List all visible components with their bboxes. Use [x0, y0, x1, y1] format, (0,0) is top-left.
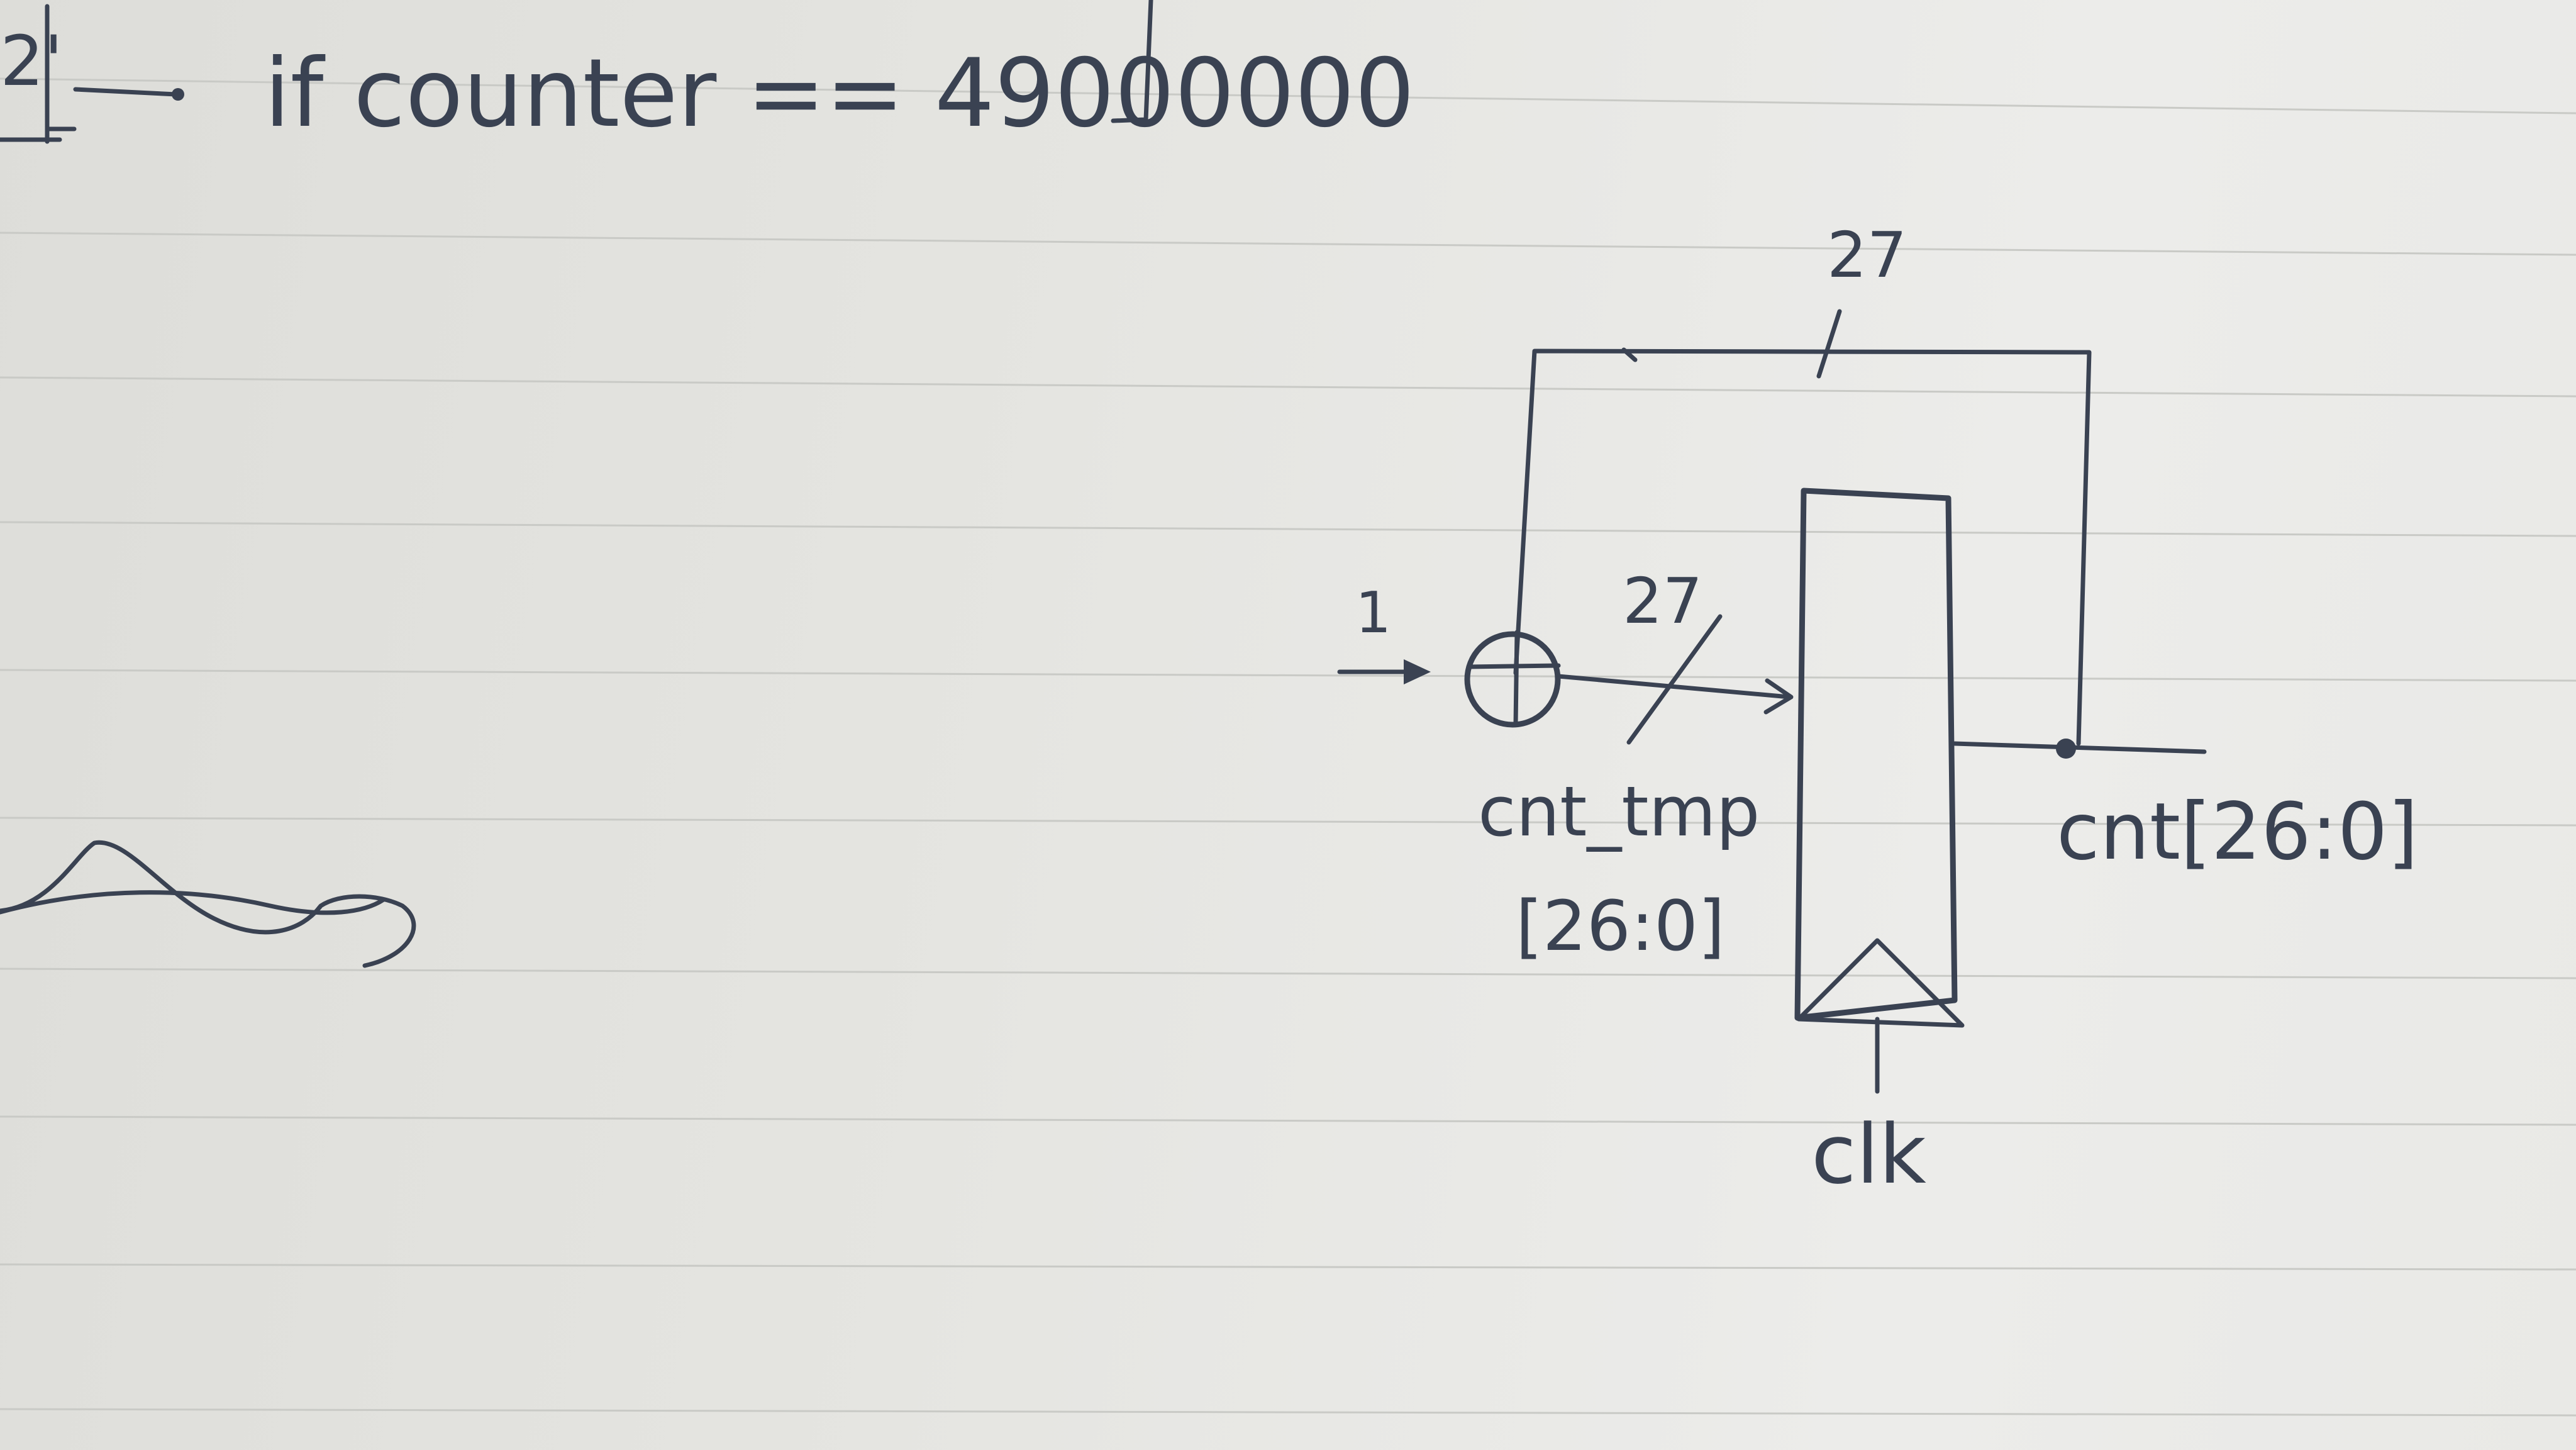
feedback-bus-slash [1816, 309, 1842, 379]
adder-output-bus-slash [1626, 614, 1723, 745]
top-note-bracket [0, 4, 77, 144]
ruled-line [0, 817, 2576, 827]
clock-label: clk [1811, 1107, 1926, 1202]
adder-circle [1464, 631, 1561, 728]
register-clock-triangle [1796, 938, 1965, 1028]
top-note: 2' if counter == 49000000 [0, 0, 1415, 148]
register-output-label: cnt[26:0] [2057, 786, 2418, 878]
feedback-wire-tick [1621, 347, 1638, 362]
ruled-line [0, 968, 2576, 979]
ruled-line [0, 1263, 2576, 1271]
ruled-line [0, 1408, 2576, 1417]
adder-output-width-label: 27 [1623, 564, 1702, 638]
register-output-junction [2056, 739, 2076, 759]
adder-plus-icon [1466, 630, 1561, 727]
top-note-arrow-dot [172, 88, 184, 101]
ruled-line [0, 376, 2576, 398]
register-box [1794, 488, 1958, 1021]
ruled-line [0, 521, 2576, 537]
adder-output-name: cnt_tmp [1478, 771, 1760, 852]
ruled-line [0, 1115, 2576, 1126]
top-note-closing-bracket [1111, 0, 1153, 123]
ruled-line [0, 77, 2576, 114]
adder [1464, 630, 1561, 728]
top-note-arrow-shaft [73, 87, 179, 97]
scribble [0, 840, 416, 968]
adder-output-wire [1556, 674, 1792, 700]
adder-output-range: [26:0] [1516, 886, 1725, 966]
top-note-condition: if counter == 49000000 [264, 39, 1415, 148]
register [1794, 488, 1965, 1028]
ruled-line [0, 669, 2576, 682]
ruled-lines [0, 77, 2576, 1417]
register-output-wire [1952, 741, 2207, 754]
adder-output-arrowhead [1763, 678, 1794, 715]
top-note-fragment: 2' [0, 21, 63, 101]
ruled-line [0, 231, 2576, 256]
feedback-wire [1513, 349, 2092, 746]
adder-input-arrowhead [1404, 659, 1431, 684]
adder-input-label: 1 [1355, 580, 1391, 646]
feedback-width-label: 27 [1827, 218, 1907, 292]
